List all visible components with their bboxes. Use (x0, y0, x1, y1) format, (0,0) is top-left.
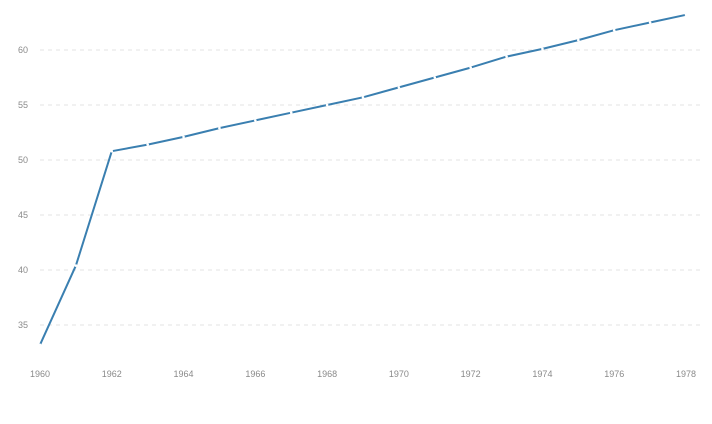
x-tick-label: 1960 (30, 369, 50, 379)
x-tick-label: 1978 (676, 369, 696, 379)
x-tick-label: 1968 (317, 369, 337, 379)
data-point (577, 38, 580, 42)
data-point (469, 66, 472, 69)
data-point (433, 76, 437, 79)
series-layer (39, 13, 687, 346)
data-point (684, 13, 688, 17)
data-point (505, 55, 508, 58)
y-tick-label: 35 (18, 320, 28, 330)
x-tick-label: 1972 (461, 369, 481, 379)
y-axis-ticks: 35 40 45 50 55 60 (18, 45, 28, 330)
y-tick-label: 60 (18, 45, 28, 55)
data-point (361, 96, 365, 99)
points-layer (38, 13, 688, 347)
data-point (110, 149, 114, 153)
x-axis-ticks: 1960 1962 1964 1966 1968 1970 1972 1974 1976 1978 (30, 369, 696, 379)
y-tick-label: 45 (18, 210, 28, 220)
data-point (648, 21, 652, 24)
x-tick-label: 1964 (174, 369, 194, 379)
x-tick-label: 1962 (102, 369, 122, 379)
data-point (146, 143, 149, 146)
series-line (39, 13, 687, 346)
data-point (325, 103, 329, 107)
y-tick-label: 40 (18, 265, 28, 275)
data-point (541, 47, 544, 51)
grid-layer (40, 49, 704, 326)
data-point (397, 86, 401, 89)
data-point (218, 126, 221, 130)
x-tick-label: 1976 (604, 369, 624, 379)
data-point (38, 343, 42, 347)
x-tick-label: 1974 (532, 369, 552, 379)
data-point (254, 119, 257, 122)
data-point (182, 135, 185, 139)
data-point (74, 264, 78, 267)
y-tick-label: 55 (18, 100, 28, 110)
y-tick-label: 50 (18, 155, 28, 165)
data-point (289, 111, 293, 114)
data-point (612, 28, 616, 32)
x-tick-label: 1970 (389, 369, 409, 379)
x-tick-label: 1966 (245, 369, 265, 379)
